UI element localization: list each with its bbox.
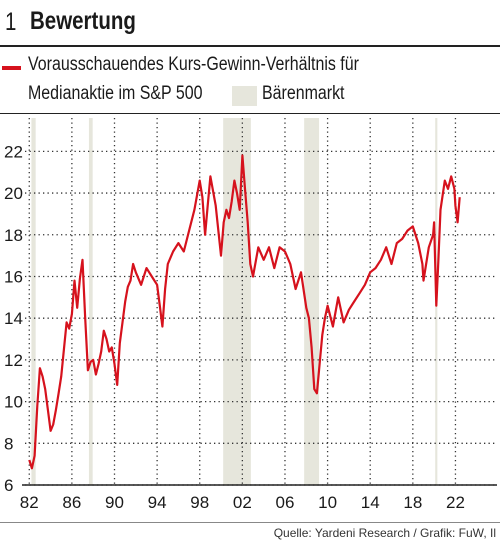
x-tick-label: 86 — [62, 493, 81, 512]
legend-series-label-line1: Vorausschauendes Kurs-Gewinn-Verhältnis … — [28, 54, 359, 75]
y-tick-label: 8 — [4, 434, 13, 453]
y-tick-label: 10 — [4, 393, 23, 412]
y-tick-label: 18 — [4, 226, 23, 245]
y-tick-label: 20 — [4, 184, 23, 203]
legend-rule — [0, 113, 500, 114]
pe-ratio-series-line — [28, 154, 461, 470]
header-rule — [0, 45, 500, 47]
chart-legend: Vorausschauendes Kurs-Gewinn-Verhältnis … — [0, 50, 500, 110]
x-tick-label: 94 — [148, 493, 167, 512]
bear-market-band — [223, 118, 251, 485]
x-tick-label: 14 — [361, 493, 380, 512]
figure-header: 1 Bewertung — [0, 0, 500, 42]
x-tick-label: 02 — [233, 493, 252, 512]
legend-bear-market-swatch — [232, 86, 257, 106]
y-tick-label: 16 — [4, 267, 23, 286]
y-tick-label: 6 — [4, 476, 13, 495]
bear-market-band — [88, 118, 93, 485]
bear-market-band — [31, 118, 36, 485]
legend-bear-market-label: Bärenmarkt — [262, 83, 345, 104]
x-tick-label: 18 — [403, 493, 422, 512]
y-tick-label: 12 — [4, 351, 23, 370]
x-tick-label: 22 — [446, 493, 465, 512]
source-rule — [0, 522, 500, 523]
pe-ratio-line-chart: 6 8 10 12 14 16 18 20 22 82 86 90 94 98 02 06 10 14 18 22 — [4, 118, 497, 512]
x-tick-label: 06 — [276, 493, 295, 512]
y-tick-label: 22 — [4, 142, 23, 161]
legend-series-swatch — [2, 66, 21, 70]
y-tick-label: 14 — [4, 309, 23, 328]
figure-title: Bewertung — [30, 7, 136, 35]
figure-number: 1 — [5, 8, 17, 36]
source-note: Quelle: Yardeni Research / Grafik: FuW, … — [273, 526, 496, 540]
x-tick-label: 10 — [318, 493, 337, 512]
bear-market-band — [304, 118, 320, 485]
x-tick-label: 82 — [20, 493, 39, 512]
x-tick-label: 90 — [105, 493, 124, 512]
legend-series-label-line2: Medianaktie im S&P 500 — [28, 83, 203, 104]
x-tick-label: 98 — [190, 493, 209, 512]
